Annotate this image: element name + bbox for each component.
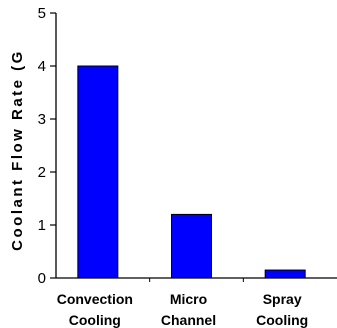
bar — [264, 269, 306, 279]
y-axis-label: Coolant Flow Rate (G — [9, 49, 26, 251]
x-category-label: Micro — [170, 291, 207, 307]
x-category-label: Cooling — [256, 312, 308, 328]
y-tick-label: 3 — [38, 111, 46, 128]
y-tick-label: 5 — [38, 5, 46, 22]
y-tick-label: 4 — [38, 58, 46, 75]
bars — [77, 65, 306, 279]
y-tick-label: 0 — [38, 270, 46, 287]
x-category-label: Convection — [57, 291, 133, 307]
bar — [77, 65, 119, 279]
x-category-label: Spray — [263, 291, 302, 307]
x-category-label: Cooling — [69, 312, 121, 328]
y-tick-label: 1 — [38, 217, 46, 234]
y-tick-label: 2 — [38, 164, 46, 181]
x-axis-labels: Convection Cooling Micro Channel Spray Coolin… — [57, 291, 309, 328]
x-category-label: Channel — [161, 312, 216, 328]
y-axis-ticks: 0 1 2 3 4 5 — [38, 5, 56, 287]
bar — [171, 213, 212, 279]
